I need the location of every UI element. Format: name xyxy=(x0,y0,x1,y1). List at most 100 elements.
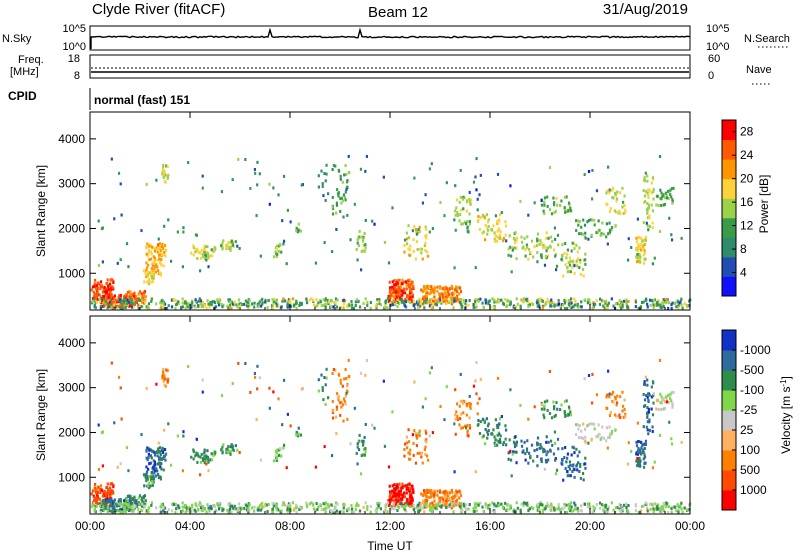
velocity-cell xyxy=(671,402,674,406)
power-cell xyxy=(146,271,149,275)
velocity-cell xyxy=(351,507,354,511)
velocity-cell xyxy=(93,488,96,492)
power-y-tick-label: 3000 xyxy=(58,177,85,191)
power-cell xyxy=(259,304,263,308)
velocity-cell xyxy=(550,508,553,512)
velocity-cell xyxy=(145,456,148,460)
power-cell xyxy=(435,299,439,303)
velocity-cell xyxy=(524,458,527,462)
power-cell xyxy=(91,285,95,289)
velocity-cell xyxy=(643,447,646,451)
velocity-cell xyxy=(163,375,166,379)
power-cell xyxy=(162,264,165,268)
velocity-cell xyxy=(347,375,350,379)
velocity-x-tick-label: 04:00 xyxy=(175,519,205,533)
velocity-cell xyxy=(425,440,428,444)
velocity-cell xyxy=(148,486,151,490)
velocity-cell xyxy=(391,484,394,488)
velocity-cell xyxy=(133,499,136,503)
velocity-cell xyxy=(430,494,433,498)
velocity-cell xyxy=(280,454,283,458)
velocity-colorbar-segment xyxy=(722,470,736,491)
velocity-cell xyxy=(166,369,169,373)
power-cell xyxy=(281,219,284,223)
power-cell xyxy=(95,294,98,298)
power-cell xyxy=(345,185,349,189)
power-cell xyxy=(320,169,323,173)
velocity-cell xyxy=(477,418,480,422)
velocity-cell xyxy=(331,416,335,420)
velocity-cell xyxy=(116,465,119,469)
power-cell xyxy=(345,187,348,191)
velocity-cell xyxy=(237,502,241,506)
velocity-cell xyxy=(675,509,678,513)
power-cell xyxy=(182,230,185,234)
velocity-cell xyxy=(159,465,162,469)
velocity-cell xyxy=(413,506,417,510)
velocity-cell xyxy=(151,475,155,479)
power-cell xyxy=(679,300,682,304)
velocity-cell xyxy=(459,502,463,506)
velocity-cell xyxy=(211,504,214,508)
power-cell xyxy=(248,304,251,308)
power-cell xyxy=(497,297,500,301)
velocity-cell xyxy=(192,457,195,461)
velocity-cell xyxy=(347,358,350,362)
power-cell xyxy=(231,178,234,182)
power-cell xyxy=(382,175,385,179)
power-cell xyxy=(561,243,564,247)
velocity-cell xyxy=(97,486,100,490)
velocity-cell xyxy=(148,475,151,479)
velocity-cell xyxy=(569,474,572,478)
velocity-cell xyxy=(524,452,527,456)
velocity-cell xyxy=(445,385,448,389)
power-cell xyxy=(553,237,557,241)
velocity-cell xyxy=(397,503,400,507)
velocity-cell xyxy=(153,453,157,457)
power-cell xyxy=(643,176,646,180)
velocity-cell xyxy=(184,510,187,514)
power-cell xyxy=(103,297,106,301)
power-cell xyxy=(609,207,612,211)
velocity-cell xyxy=(324,510,327,514)
velocity-cell xyxy=(172,503,175,507)
power-cell xyxy=(536,301,539,305)
power-cell xyxy=(431,302,434,306)
power-cell xyxy=(342,215,345,219)
power-cell xyxy=(246,300,249,304)
power-cell xyxy=(150,267,153,271)
power-cell xyxy=(452,306,455,310)
power-cell xyxy=(476,197,479,201)
power-cell xyxy=(438,300,441,304)
power-cell xyxy=(104,289,107,293)
power-cell xyxy=(162,166,165,170)
power-cell xyxy=(577,219,580,223)
power-cell xyxy=(660,301,663,305)
power-cell xyxy=(579,272,582,276)
velocity-cell xyxy=(468,404,472,408)
power-cell xyxy=(580,305,583,309)
power-cell xyxy=(190,251,193,255)
velocity-cell xyxy=(298,505,302,509)
power-cell xyxy=(447,292,451,296)
velocity-cell xyxy=(474,502,477,506)
power-cell xyxy=(557,302,561,306)
velocity-cell xyxy=(644,404,647,408)
power-cell xyxy=(425,295,429,299)
velocity-cell xyxy=(519,510,522,514)
velocity-cell xyxy=(598,501,602,505)
velocity-cell xyxy=(468,503,471,507)
velocity-cell xyxy=(357,448,361,452)
velocity-cell xyxy=(408,498,411,502)
power-cell xyxy=(145,266,149,270)
power-cell xyxy=(651,221,654,225)
power-cell xyxy=(415,230,418,234)
power-cell xyxy=(465,200,469,204)
power-cell xyxy=(543,263,547,267)
velocity-cell xyxy=(648,428,652,432)
velocity-cell xyxy=(496,443,499,447)
velocity-cell xyxy=(394,491,397,495)
velocity-cell xyxy=(149,484,152,488)
power-cell xyxy=(433,295,436,299)
velocity-cell xyxy=(543,400,547,404)
